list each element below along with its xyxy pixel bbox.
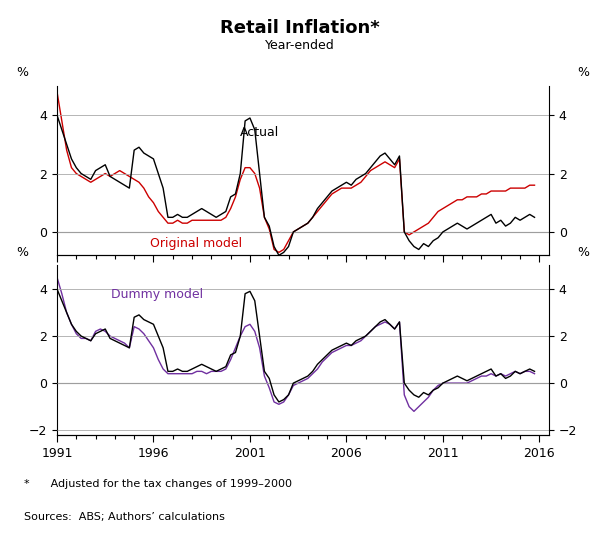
Text: %: % (17, 66, 29, 79)
Text: Year-ended: Year-ended (265, 39, 335, 52)
Text: %: % (17, 245, 29, 259)
Text: *      Adjusted for the tax changes of 1999–2000: * Adjusted for the tax changes of 1999–2… (24, 479, 292, 489)
Text: Retail Inflation*: Retail Inflation* (220, 19, 380, 37)
Text: %: % (577, 66, 589, 79)
Text: Dummy model: Dummy model (111, 289, 203, 301)
Text: Sources:  ABS; Authors’ calculations: Sources: ABS; Authors’ calculations (24, 512, 225, 522)
Text: %: % (577, 245, 589, 259)
Text: Original model: Original model (150, 237, 242, 250)
Text: Actual: Actual (240, 126, 279, 138)
